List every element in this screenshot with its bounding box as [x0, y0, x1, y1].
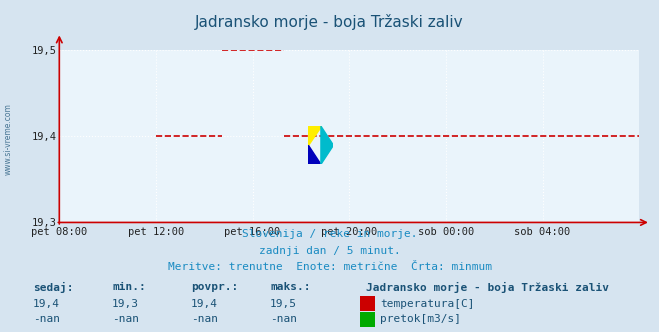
Text: Slovenija / reke in morje.: Slovenija / reke in morje. — [242, 229, 417, 239]
Text: 19,3: 19,3 — [112, 299, 138, 309]
Text: -nan: -nan — [191, 314, 217, 324]
Text: -nan: -nan — [33, 314, 59, 324]
Text: Jadransko morje - boja Tržaski zaliv: Jadransko morje - boja Tržaski zaliv — [366, 282, 609, 293]
Text: temperatura[C]: temperatura[C] — [380, 299, 474, 309]
Polygon shape — [321, 126, 333, 164]
Text: min.:: min.: — [112, 282, 146, 292]
Text: zadnji dan / 5 minut.: zadnji dan / 5 minut. — [258, 246, 401, 256]
Text: Meritve: trenutne  Enote: metrične  Črta: minmum: Meritve: trenutne Enote: metrične Črta: … — [167, 262, 492, 272]
Bar — [360, 312, 375, 327]
Text: Jadransko morje - boja Tržaski zaliv: Jadransko morje - boja Tržaski zaliv — [195, 14, 464, 30]
Text: 19,4: 19,4 — [33, 299, 59, 309]
Text: sedaj:: sedaj: — [33, 282, 73, 293]
Text: -nan: -nan — [112, 314, 138, 324]
Text: maks.:: maks.: — [270, 282, 310, 292]
Text: pretok[m3/s]: pretok[m3/s] — [380, 314, 461, 324]
Text: 19,4: 19,4 — [191, 299, 217, 309]
Polygon shape — [308, 126, 321, 145]
Text: 19,5: 19,5 — [270, 299, 297, 309]
Bar — [360, 296, 375, 311]
Polygon shape — [308, 145, 321, 164]
Text: -nan: -nan — [270, 314, 297, 324]
Text: www.si-vreme.com: www.si-vreme.com — [3, 104, 13, 175]
Text: povpr.:: povpr.: — [191, 282, 239, 292]
